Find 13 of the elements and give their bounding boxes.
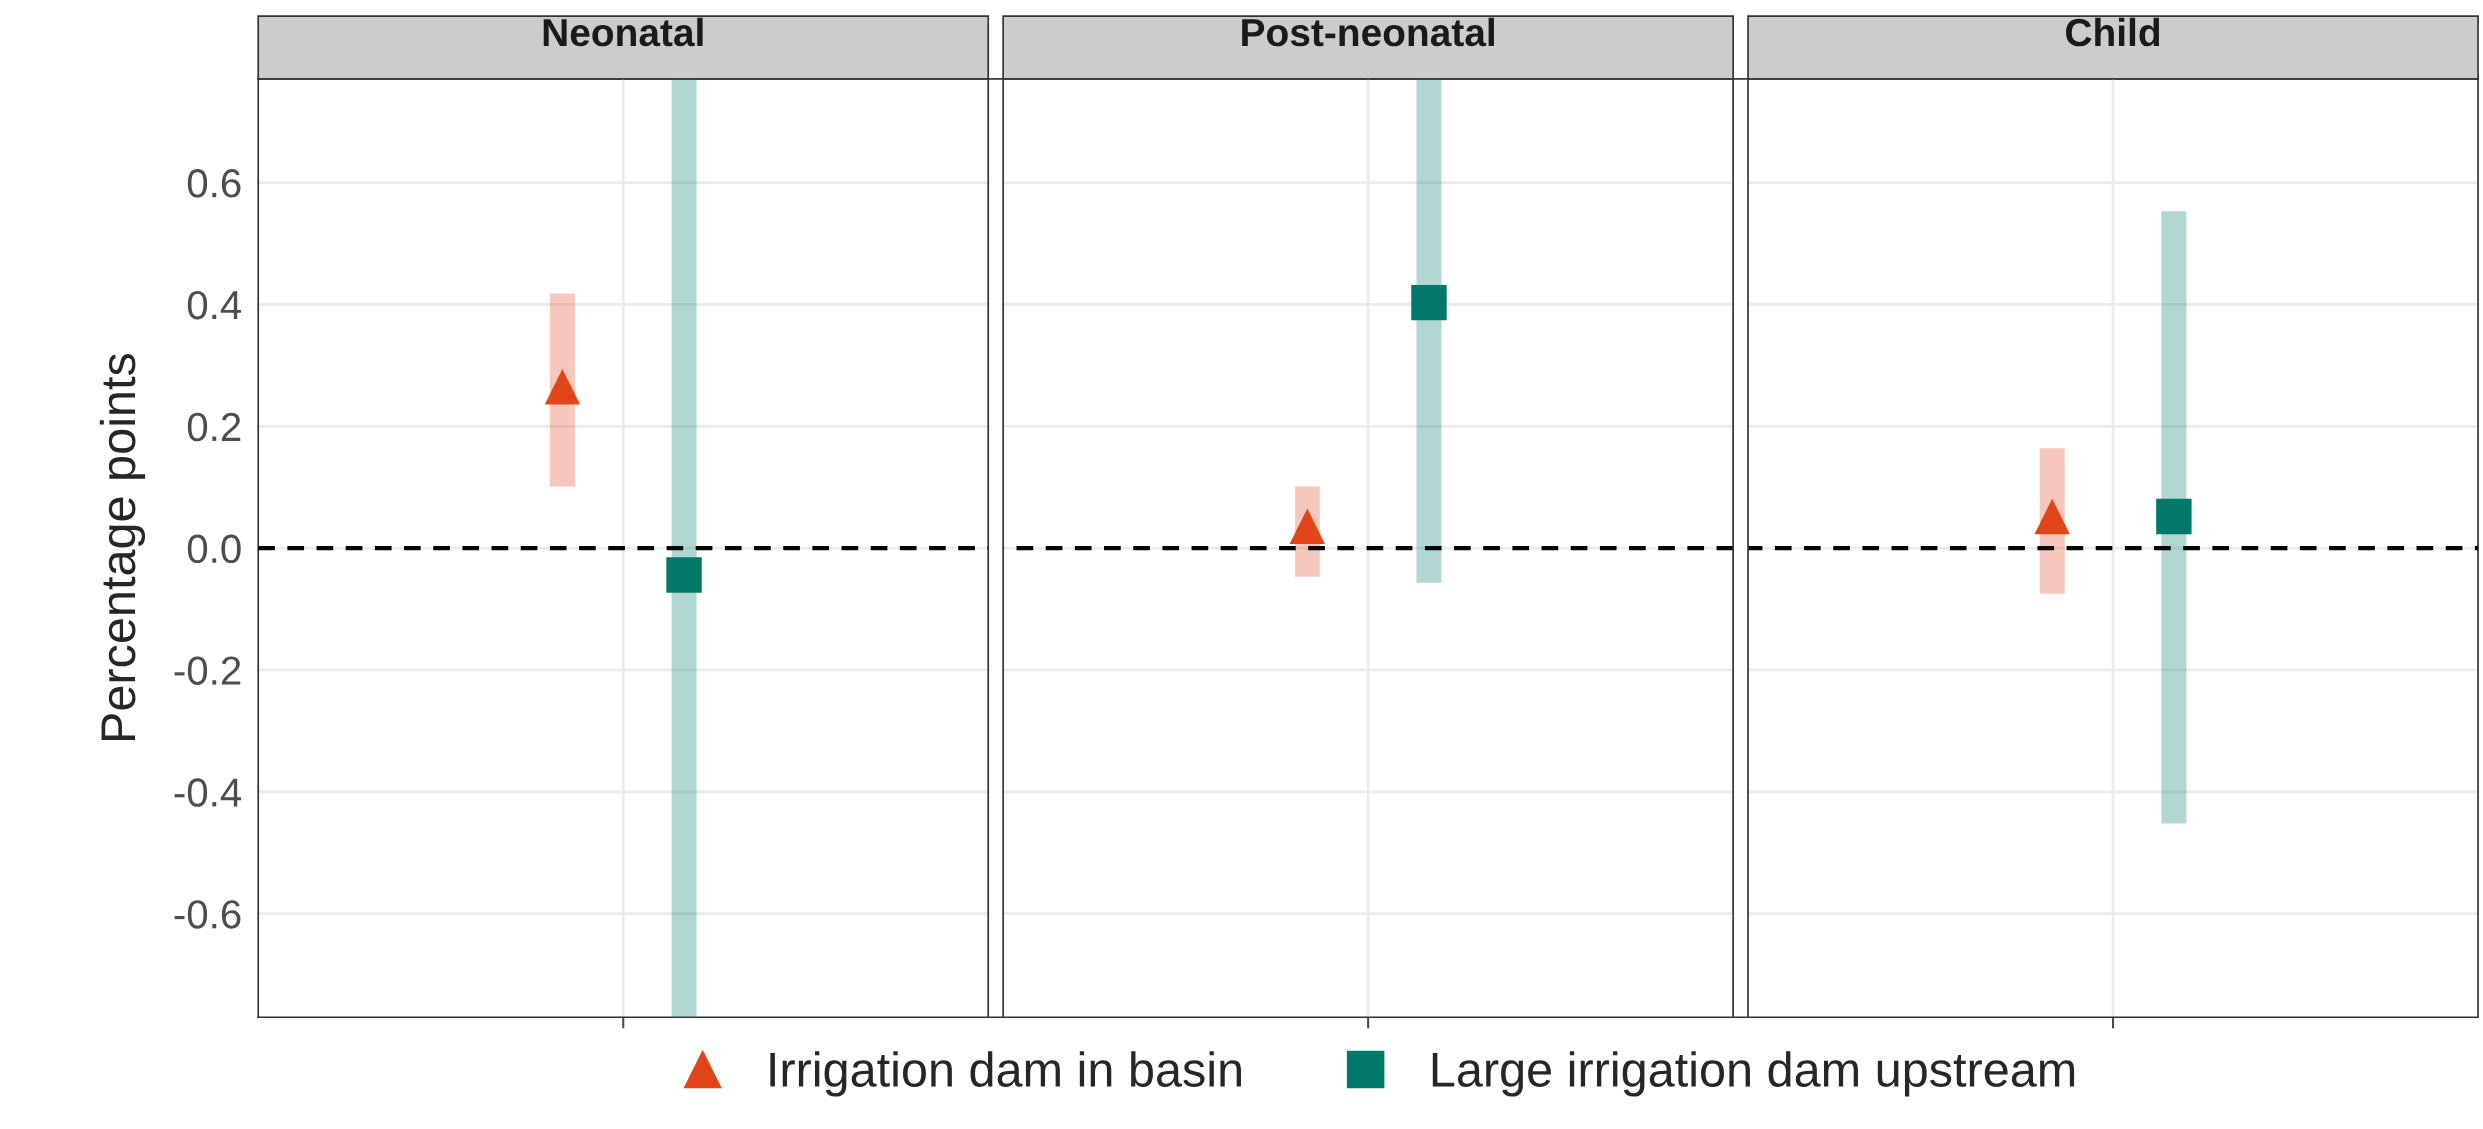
x-tick-label: Child (2066, 17, 2160, 47)
x-tick-label: Neonatal (543, 17, 703, 47)
x-tick-label: Post-neonatal (1242, 17, 1494, 47)
y-tick-label: -0.4 (174, 778, 242, 807)
y-tick-label: 0.6 (187, 169, 241, 198)
y-tick-label: 0.0 (187, 534, 241, 564)
y-tick-label: 0.2 (187, 412, 241, 442)
y-tick-label: 0.4 (187, 290, 242, 320)
legend-label: Irrigation dam in basin (770, 1051, 1241, 1097)
legend-label: Large irrigation dam upstream (1432, 1051, 2075, 1097)
y-tick-label: -0.6 (174, 900, 241, 929)
y-tick-label: -0.2 (174, 656, 241, 685)
y-axis-title: Percentage points (99, 353, 146, 741)
